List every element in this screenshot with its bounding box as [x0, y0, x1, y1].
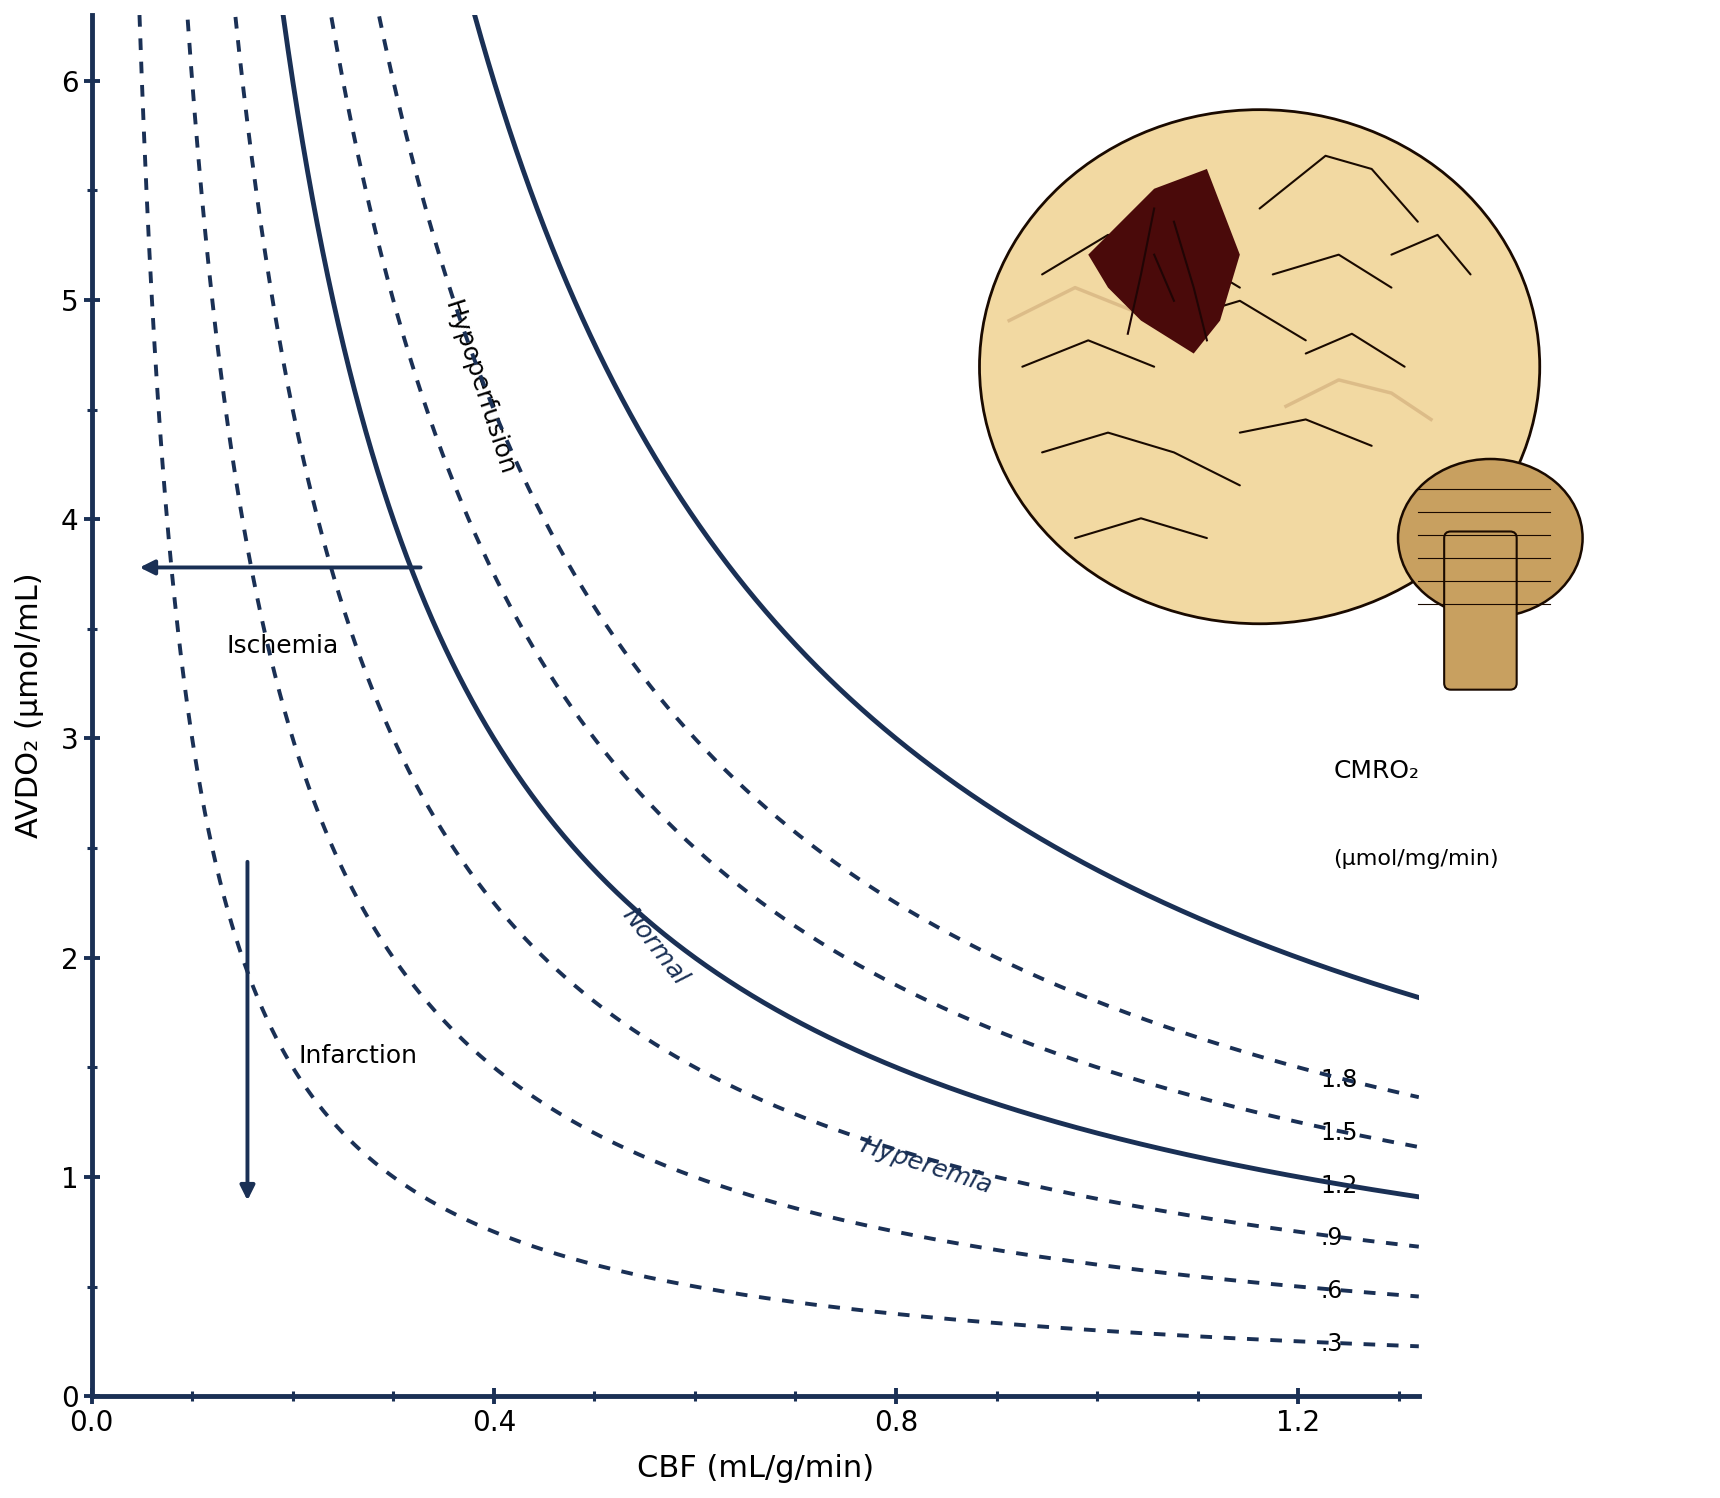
Text: .9: .9: [1321, 1227, 1343, 1251]
Text: Infarction: Infarction: [299, 1044, 418, 1068]
Text: .3: .3: [1321, 1332, 1343, 1356]
X-axis label: CBF (mL/g/min): CBF (mL/g/min): [636, 1455, 874, 1483]
Text: Ischemia: Ischemia: [227, 634, 339, 659]
Text: 1.5: 1.5: [1321, 1121, 1357, 1144]
Text: Hyperemia: Hyperemia: [857, 1134, 996, 1198]
Text: (μmol/mg/min): (μmol/mg/min): [1333, 849, 1498, 869]
FancyBboxPatch shape: [1445, 532, 1517, 689]
Text: Normal: Normal: [617, 903, 691, 990]
Ellipse shape: [1398, 458, 1582, 617]
Text: Hypoperfusion: Hypoperfusion: [439, 297, 518, 478]
Text: .6: .6: [1321, 1279, 1343, 1303]
Ellipse shape: [979, 109, 1539, 623]
Text: 1.8: 1.8: [1321, 1068, 1357, 1092]
Y-axis label: AVDO₂ (μmol/mL): AVDO₂ (μmol/mL): [15, 572, 45, 839]
Polygon shape: [1089, 169, 1240, 354]
Text: 1.2: 1.2: [1321, 1173, 1357, 1198]
Text: CMRO₂: CMRO₂: [1333, 759, 1419, 783]
